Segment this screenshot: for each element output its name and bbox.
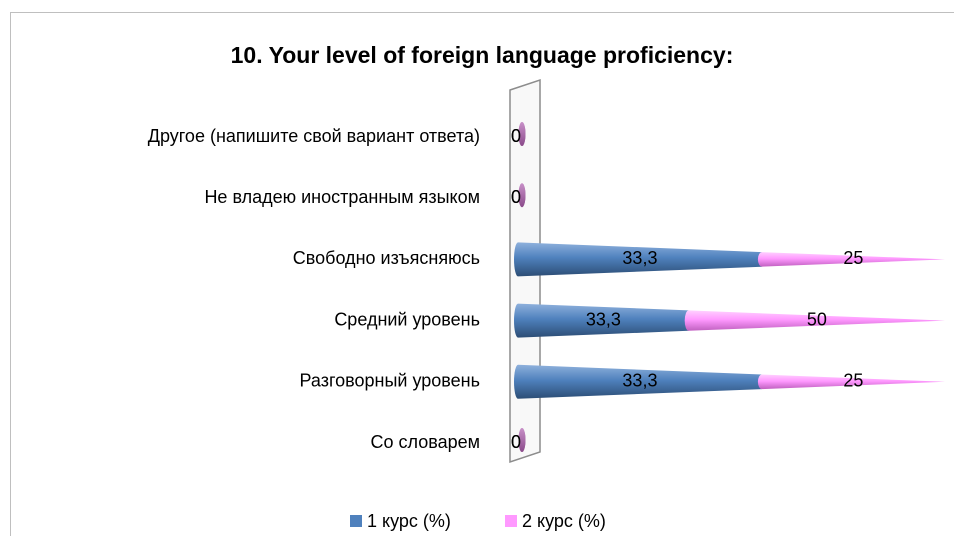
cone-segment (514, 364, 762, 399)
cone-segment (684, 310, 945, 331)
cone-segment (514, 303, 689, 338)
category-label: Средний уровень (334, 309, 480, 329)
data-label: 25 (843, 248, 863, 268)
data-label: 0 (511, 187, 521, 207)
data-label: 33,3 (622, 248, 657, 268)
data-label: 0 (511, 187, 521, 207)
category-label: Другое (напишите свой вариант ответа) (148, 126, 480, 146)
data-label: 50 (807, 309, 827, 329)
legend-label: 1 курс (%) (367, 511, 451, 531)
category-label: Со словарем (371, 432, 481, 452)
data-label: 0 (511, 432, 521, 452)
cone-segment (514, 242, 762, 277)
data-label: 0 (511, 432, 521, 452)
cone-segment (757, 252, 945, 267)
data-label: 25 (843, 371, 863, 391)
data-label: 0 (511, 126, 521, 146)
legend-label: 2 курс (%) (522, 511, 606, 531)
cone-zero (518, 122, 526, 146)
chart-border (10, 12, 954, 536)
chart-title: 10. Your level of foreign language profi… (231, 42, 734, 68)
cone-zero (518, 428, 526, 452)
data-label: 33,3 (622, 371, 657, 391)
category-label: Не владею иностранным языком (204, 187, 480, 207)
data-label: 0 (511, 126, 521, 146)
cone-segment (757, 374, 945, 390)
legend-swatch (505, 515, 517, 527)
data-label: 33,3 (586, 309, 621, 329)
cone-zero (518, 183, 526, 208)
category-label: Свободно изъясняюсь (293, 248, 480, 268)
legend-swatch (350, 515, 362, 527)
category-label: Разговорный уровень (300, 371, 480, 391)
